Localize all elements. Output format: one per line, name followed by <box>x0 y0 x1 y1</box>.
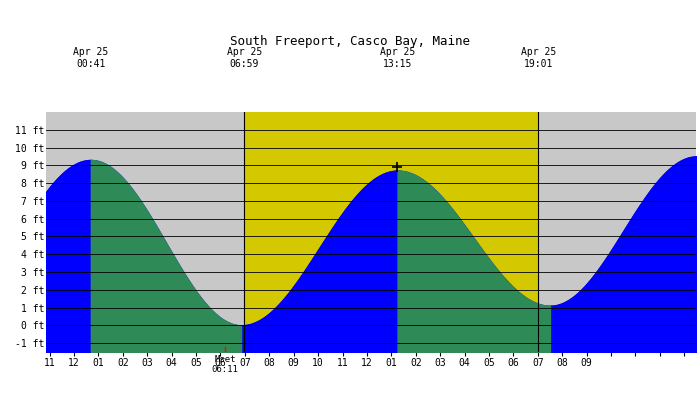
Bar <box>244 112 538 352</box>
Text: Mset
06:11: Mset 06:11 <box>211 355 239 374</box>
Text: Apr 25
00:41: Apr 25 00:41 <box>73 47 108 69</box>
Text: Apr 25
06:59: Apr 25 06:59 <box>227 47 262 69</box>
Text: Apr 25
19:01: Apr 25 19:01 <box>521 47 556 69</box>
Text: Apr 25
13:15: Apr 25 13:15 <box>380 47 415 69</box>
Text: South Freeport, Casco Bay, Maine: South Freeport, Casco Bay, Maine <box>230 35 470 48</box>
